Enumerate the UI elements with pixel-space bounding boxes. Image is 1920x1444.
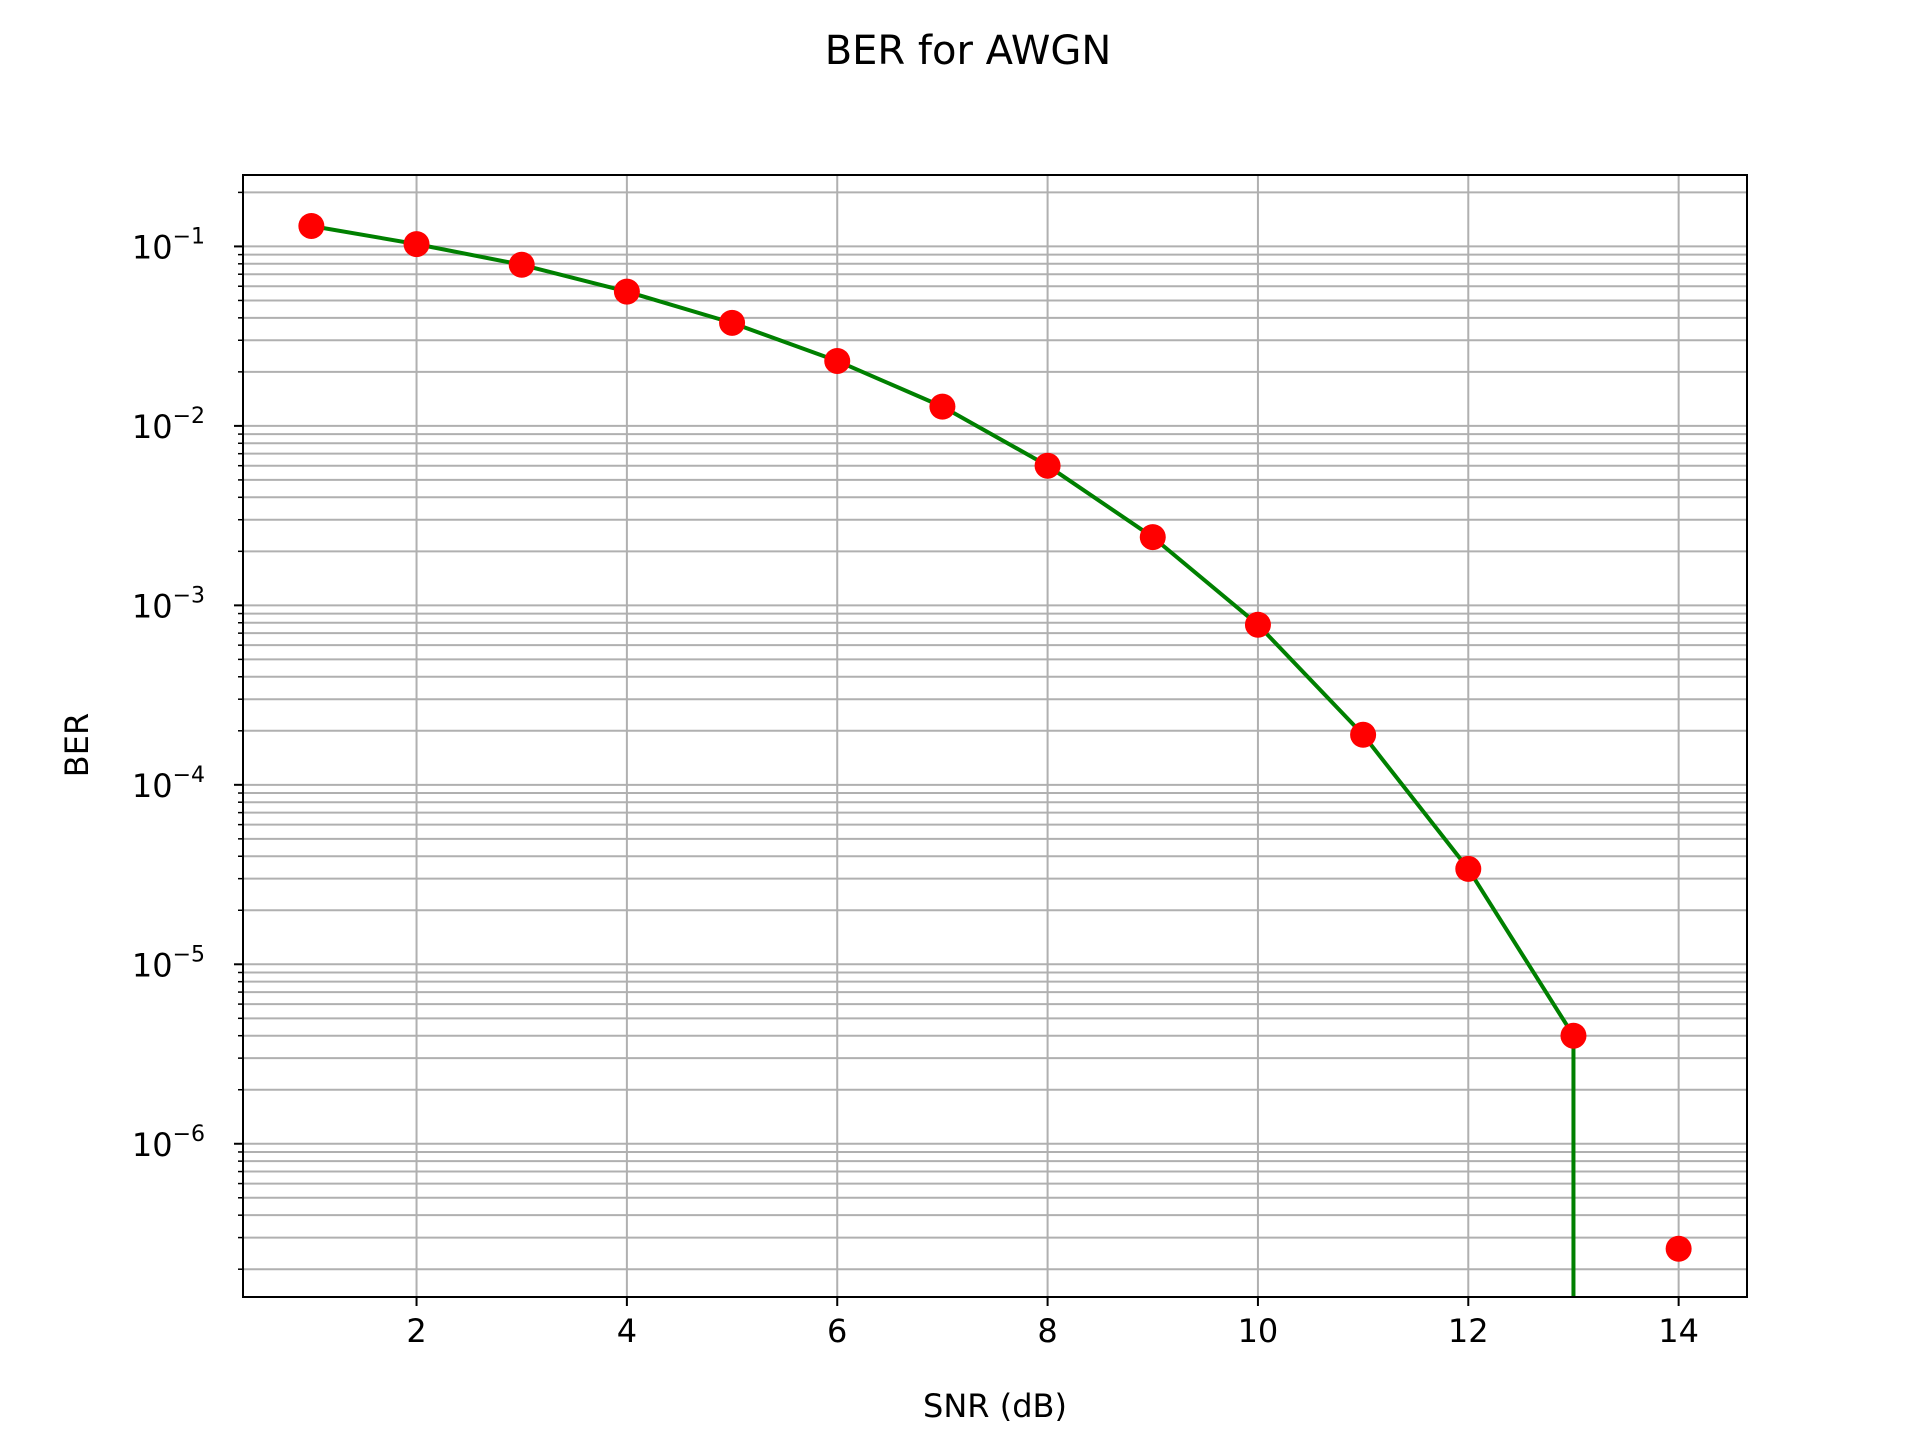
- chart-title: BER for AWGN: [825, 28, 1112, 74]
- y-tick-label-exponent: −3: [173, 583, 205, 608]
- x-axis-label: SNR (dB): [923, 1387, 1067, 1425]
- y-tick-label-base: 10: [132, 1126, 173, 1164]
- x-tick-label: 14: [1658, 1312, 1699, 1350]
- y-tick-label-base: 10: [132, 587, 173, 625]
- y-tick-label-exponent: −4: [173, 763, 205, 788]
- ber-data-point: [298, 212, 325, 239]
- y-tick-label-base: 10: [132, 946, 173, 984]
- ber-data-point: [1560, 1022, 1587, 1049]
- y-tick-label-exponent: −6: [173, 1122, 205, 1147]
- ber-data-point: [1350, 721, 1377, 748]
- ber-data-point: [613, 278, 640, 305]
- x-tick-label: 4: [617, 1312, 637, 1350]
- ber-data-point: [1665, 1235, 1692, 1262]
- ber-data-point: [1139, 524, 1166, 551]
- ber-line-series: [311, 223, 1576, 1297]
- ber-data-point: [929, 393, 956, 420]
- x-tick-label: 10: [1238, 1312, 1279, 1350]
- ber-data-point: [719, 309, 746, 336]
- ber-data-point: [403, 231, 430, 258]
- ber-data-point: [1455, 855, 1482, 882]
- axes-layer: 10−610−510−410−310−210−12 4 6 8 10 12 14: [132, 174, 1748, 1350]
- grid-layer: [243, 175, 1747, 1297]
- y-tick-label: 10−5: [132, 942, 205, 984]
- plot-layer: [298, 212, 1692, 1297]
- x-tick-label: 8: [1037, 1312, 1057, 1350]
- ber-data-point: [1244, 611, 1271, 638]
- y-tick-label: 10−6: [132, 1122, 205, 1164]
- y-tick-label-exponent: −2: [173, 404, 205, 429]
- x-tick-label: 12: [1448, 1312, 1489, 1350]
- y-tick-label: 10−4: [132, 763, 205, 805]
- y-tick-label: 10−3: [132, 583, 205, 625]
- x-tick-label: 2: [406, 1312, 426, 1350]
- y-tick-label-base: 10: [132, 408, 173, 446]
- y-tick-label-base: 10: [132, 228, 173, 266]
- y-axis-label: BER: [58, 713, 96, 777]
- ber-data-point: [824, 347, 851, 374]
- y-tick-label-exponent: −1: [173, 224, 205, 249]
- ber-data-point: [1034, 452, 1061, 479]
- y-tick-label: 10−1: [132, 224, 205, 266]
- y-tick-label-base: 10: [132, 767, 173, 805]
- plot-frame: [242, 174, 1748, 1298]
- y-tick-label-exponent: −5: [173, 942, 205, 967]
- y-tick-label: 10−2: [132, 404, 205, 446]
- ber-data-point: [508, 251, 535, 278]
- x-tick-label: 6: [827, 1312, 847, 1350]
